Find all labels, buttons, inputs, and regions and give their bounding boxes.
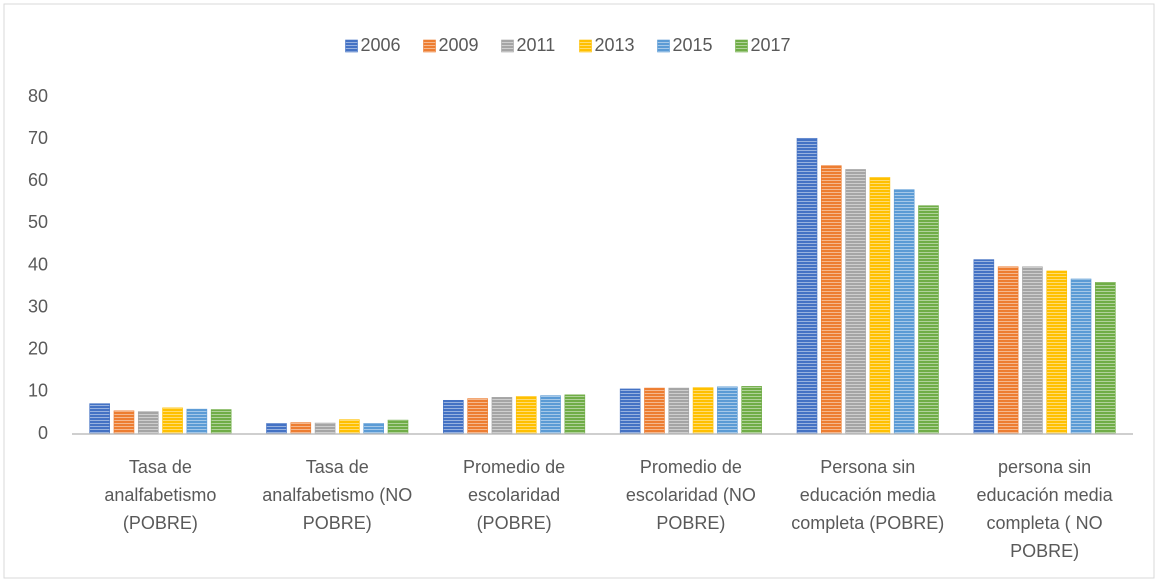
x-tick-label: Promedio de escolaridad (NO POBRE) [625,457,756,533]
bar [1095,282,1116,435]
bar [619,388,641,435]
bar [491,397,513,435]
x-tick-label: Tasa de analfabetismo (POBRE) [104,457,217,533]
bar [845,169,866,435]
y-tick-label: 60 [28,170,48,190]
legend-label: 2013 [595,35,635,55]
x-tick-label: Persona sin educación media completa (PO… [791,457,945,533]
bar [540,395,561,435]
legend-swatch [657,39,670,53]
y-tick-label: 0 [38,423,48,443]
bar [869,177,891,435]
bar [314,422,336,435]
legend-label: 2011 [517,35,556,55]
bar [443,399,464,435]
y-tick-label: 70 [28,128,48,148]
bar [339,419,360,435]
legend-swatch [501,39,514,53]
bar [1046,270,1068,435]
bar [997,266,1019,435]
bar [692,387,714,435]
bar [668,387,690,435]
y-tick-label: 30 [28,296,48,316]
bar [113,410,135,435]
chart-border [3,3,1155,579]
y-tick-label: 10 [28,381,48,401]
bar [820,165,842,435]
bar [387,419,409,435]
bar [515,396,537,435]
x-tick-label: Tasa de analfabetismo (NO POBRE) [262,457,413,533]
bar [186,408,208,435]
bar [717,386,738,435]
bar [741,386,762,435]
bar [137,411,159,435]
legend-swatch [579,39,592,53]
x-tick-label: Promedio de escolaridad (POBRE) [463,457,566,533]
y-tick-label: 40 [28,254,48,274]
bar [89,403,110,435]
bar [210,409,232,435]
bar [644,387,665,435]
bar [1022,266,1043,435]
bar [918,205,939,435]
legend-swatch [345,39,358,53]
y-tick-label: 20 [28,339,48,359]
legend-label: 2015 [673,35,713,55]
bar [467,398,488,435]
bar [564,394,586,435]
bar [893,189,915,435]
bar [363,423,385,435]
legend-swatch [423,39,436,53]
bar [290,422,312,435]
bar [1070,278,1092,435]
x-tick-label: persona sin educación media completa ( N… [976,457,1113,561]
bar [796,137,818,435]
legend-label: 2006 [361,35,401,55]
legend-swatch [735,39,748,53]
legend-label: 2017 [751,35,791,55]
y-tick-label: 50 [28,212,48,232]
y-tick-label: 80 [28,86,48,106]
bar [266,423,287,435]
legend-label: 2009 [439,35,479,55]
bar [973,259,995,435]
bar [162,407,183,435]
